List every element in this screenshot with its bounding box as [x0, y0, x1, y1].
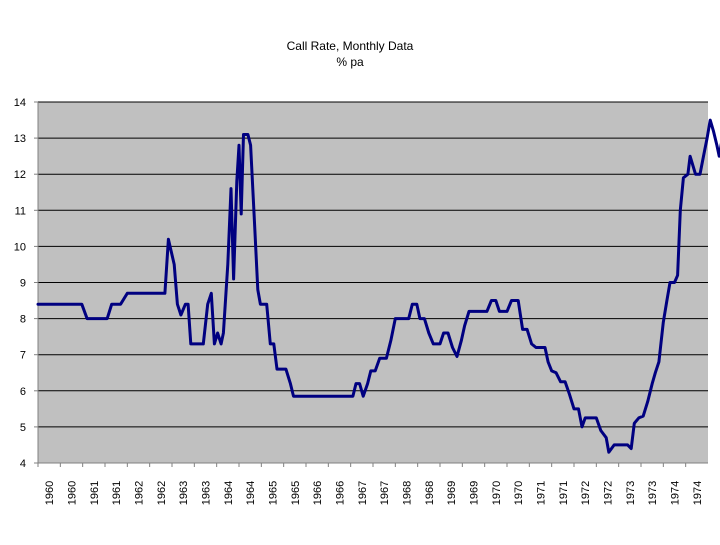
gridlines — [38, 101, 708, 428]
x-tick-label: 1972 — [580, 481, 592, 505]
y-tick-label: 4 — [20, 458, 26, 470]
x-tick-label: 1969 — [469, 481, 481, 505]
y-tick-label: 7 — [20, 350, 26, 362]
y-tick-label: 14 — [14, 97, 26, 109]
y-tick-label: 13 — [14, 133, 26, 145]
series-line-0 — [36, 118, 720, 454]
x-tick-label: 1970 — [513, 481, 525, 505]
x-tick-label: 1962 — [134, 481, 146, 505]
x-tick-label: 1973 — [647, 481, 659, 505]
x-tick-label: 1967 — [357, 481, 369, 505]
y-tick-label: 9 — [20, 278, 26, 290]
x-tick-label: 1960 — [44, 481, 56, 505]
x-tick-label: 1974 — [670, 481, 682, 505]
x-tick-label: 1962 — [156, 481, 168, 505]
x-tick-label: 1968 — [424, 481, 436, 505]
x-tick-label: 1964 — [223, 481, 235, 505]
y-axis-ticks: 4 5 6 7 8 9 10 11 12 13 14 — [14, 97, 38, 470]
x-tick-label: 1970 — [491, 481, 503, 505]
x-tick-label: 1973 — [625, 481, 637, 505]
x-tick-label: 1960 — [67, 481, 79, 505]
x-tick-label: 1964 — [245, 481, 257, 505]
series-layer — [36, 118, 720, 454]
x-tick-label: 1972 — [603, 481, 615, 505]
x-tick-label: 1966 — [335, 481, 347, 505]
y-tick-label: 11 — [15, 205, 26, 217]
y-tick-label: 5 — [20, 422, 26, 434]
x-tick-label: 1968 — [402, 481, 414, 505]
x-tick-label: 1965 — [290, 481, 302, 505]
x-tick-label: 1965 — [268, 481, 280, 505]
x-tick-label: 1966 — [312, 481, 324, 505]
x-tick-label: 1961 — [111, 481, 123, 505]
x-tick-label: 1963 — [178, 481, 190, 505]
chart-title: Call Rate, Monthly Data — [287, 39, 414, 53]
chart-subtitle: % pa — [336, 55, 364, 69]
y-tick-label: 8 — [20, 314, 26, 326]
x-tick-label: 1961 — [89, 481, 101, 505]
x-tick-label: 1974 — [692, 481, 704, 505]
x-tick-label: 1969 — [446, 481, 458, 505]
x-tick-label: 1967 — [379, 481, 391, 505]
y-tick-label: 10 — [14, 241, 26, 253]
x-axis-ticks: 1960 1960 1961 1961 1962 1962 1963 1963 1964 1964… — [37, 463, 704, 505]
x-tick-label: 1971 — [536, 481, 548, 505]
x-tick-label: 1971 — [558, 481, 570, 505]
y-tick-label: 6 — [20, 386, 26, 398]
x-tick-label: 1963 — [201, 481, 213, 505]
y-tick-label: 12 — [14, 169, 26, 181]
